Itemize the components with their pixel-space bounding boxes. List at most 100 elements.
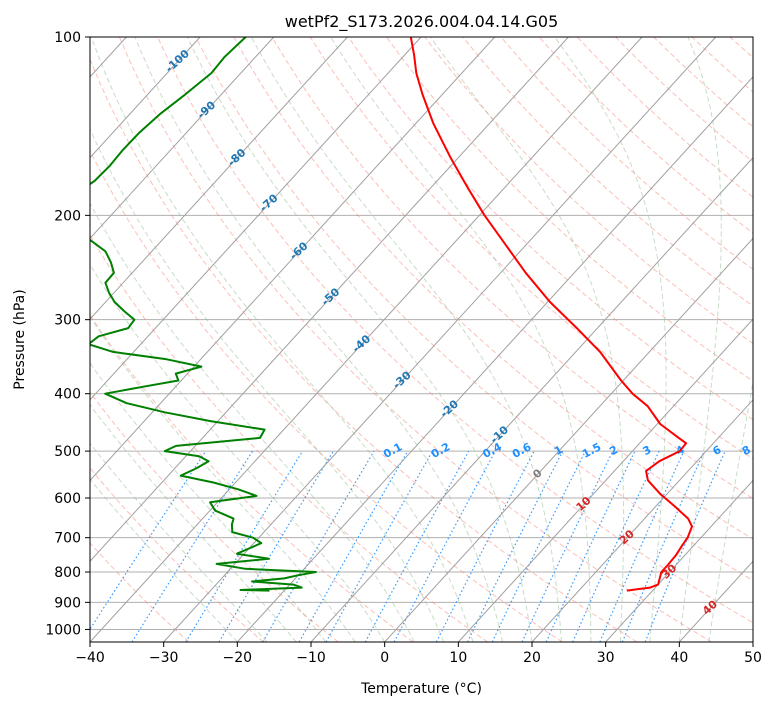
moist-adiabats	[90, 37, 753, 642]
moist-adiabat	[186, 37, 533, 642]
dry-adiabat	[424, 37, 753, 344]
skewed-isotherm	[90, 37, 348, 320]
moist-adiabat	[90, 478, 238, 642]
x-tick-label: −40	[75, 650, 105, 666]
x-tick-label: 0	[380, 650, 389, 666]
y-tick-label: 700	[54, 531, 81, 547]
dry-adiabat	[309, 37, 753, 460]
dry-adiabat	[90, 391, 339, 642]
skewed-isotherm	[90, 37, 201, 159]
skewed-isotherm	[163, 37, 717, 642]
dry-adiabat	[729, 37, 753, 59]
skewed-isotherm	[457, 318, 753, 642]
skewed-isotherms	[90, 37, 753, 642]
dry-adiabat	[195, 37, 753, 582]
mixing-ratio-label: 10	[762, 441, 775, 460]
mixing-ratio-label: 0.2	[429, 440, 452, 461]
moist-adiabat	[678, 37, 722, 642]
skewed-isotherm	[90, 37, 422, 401]
chart-title: wetPf2_S173.2026.004.04.14.G05	[285, 12, 559, 32]
x-axis-ticks: −40 −30 −20 −10 0 10 20 30 40 50	[75, 642, 762, 666]
moist-adiabat	[430, 37, 625, 642]
dry-adiabats	[90, 37, 775, 642]
mixing-ratio-line	[90, 450, 207, 631]
y-tick-label: 800	[54, 565, 81, 581]
y-tick-label: 400	[54, 387, 81, 403]
x-tick-label: −20	[223, 650, 253, 666]
x-tick-label: −10	[296, 650, 326, 666]
mixing-ratio-label: 3	[641, 443, 654, 458]
dry-adiabat	[768, 37, 775, 642]
moist-adiabat	[134, 37, 503, 642]
moist-adiabat	[250, 37, 562, 642]
skewed-isotherm	[90, 37, 643, 642]
dry-adiabat	[691, 37, 753, 93]
mixing-ratio-line	[185, 450, 304, 642]
y-tick-label: 200	[54, 208, 81, 224]
skewed-isotherm	[90, 37, 496, 482]
y-axis-title: Pressure (hPa)	[12, 289, 28, 389]
moist-adiabat	[554, 37, 667, 642]
dry-adiabat	[90, 467, 264, 642]
dry-adiabat	[271, 37, 753, 500]
mixing-ratio-line	[393, 450, 496, 642]
x-tick-label: 30	[597, 650, 615, 666]
mixing-ratio-lines	[90, 450, 726, 642]
temperature-trace	[409, 37, 693, 592]
moist-adiabat	[90, 315, 356, 642]
mixing-ratio-line	[218, 450, 334, 642]
x-tick-label: 50	[744, 650, 762, 666]
mixing-ratio-label: 0.1	[381, 440, 404, 461]
mixing-ratio-line	[466, 450, 564, 642]
moist-adiabat	[330, 37, 592, 642]
dry-adiabat	[90, 313, 414, 642]
skewed-isotherm	[90, 37, 275, 240]
mixing-ratio-line	[131, 450, 254, 642]
mixing-ratio-line	[325, 450, 434, 642]
moist-adiabat	[90, 403, 297, 642]
isobar-grid	[90, 37, 753, 630]
mixing-ratio-line	[364, 450, 470, 642]
dry-adiabat	[90, 149, 563, 642]
skewed-isotherm	[90, 37, 569, 563]
x-tick-label: 40	[670, 650, 688, 666]
dry-adiabat	[90, 58, 638, 642]
mixing-ratio-labels: 0.10.20.40.611.52346810131620253036	[381, 440, 775, 461]
x-tick-label: −30	[149, 650, 179, 666]
mixing-ratio-line	[621, 450, 705, 642]
moist-adiabat	[90, 37, 474, 642]
y-tick-label: 100	[54, 30, 81, 46]
plot-frame	[89, 36, 754, 643]
moist-adiabat	[90, 263, 386, 642]
dry-adiabat	[386, 37, 753, 382]
mixing-ratio-label: 8	[740, 443, 753, 458]
skewed-isotherm	[236, 76, 753, 642]
moist-adiabat	[90, 128, 445, 642]
sounding-traces	[90, 37, 693, 592]
y-tick-label: 300	[54, 313, 81, 329]
dry-adiabat	[576, 37, 753, 198]
mixing-ratio-label: 6	[711, 443, 724, 458]
y-axis-ticks: 100 200 300 400 500 600 700 800 900 1000	[45, 30, 90, 638]
moist-adiabat	[90, 442, 268, 642]
moist-adiabat	[708, 379, 753, 642]
mixing-ratio-label: 0.6	[510, 440, 534, 461]
plot-area: 0.10.20.40.611.52346810131620253036 -100…	[90, 37, 775, 642]
x-tick-label: 20	[523, 650, 541, 666]
y-tick-label: 500	[54, 444, 81, 460]
y-tick-label: 900	[54, 595, 81, 611]
skewed-isotherm	[605, 479, 753, 642]
y-tick-label: 1000	[45, 622, 81, 638]
mixing-ratio-line	[572, 450, 660, 642]
dry-adiabat	[157, 37, 753, 624]
mixing-ratio-line	[599, 450, 685, 642]
y-tick-label: 600	[54, 491, 81, 507]
x-tick-label: 10	[449, 650, 467, 666]
mixing-ratio-label: 2	[607, 443, 620, 458]
dry-adiabat	[538, 37, 753, 234]
dry-adiabat	[462, 37, 753, 307]
dewpoint-trace	[90, 37, 317, 592]
x-axis-title: Temperature (°C)	[360, 681, 482, 697]
